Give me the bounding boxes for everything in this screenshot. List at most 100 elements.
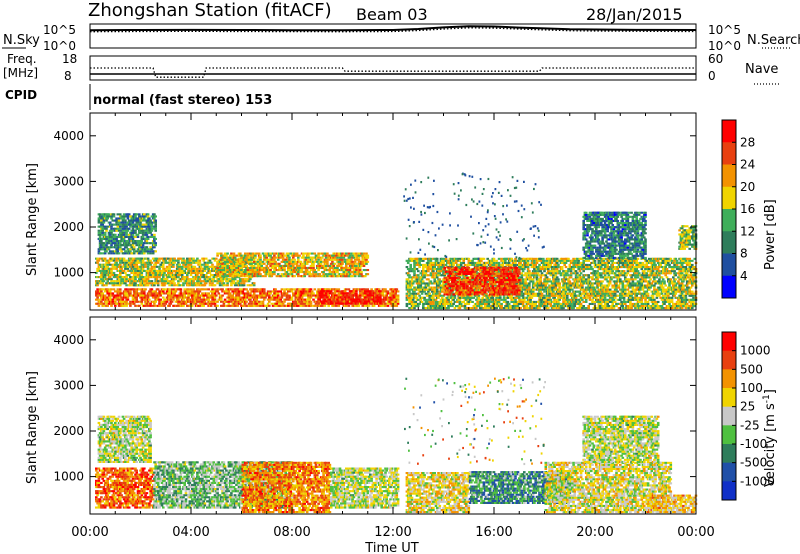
heatmap-cell xyxy=(423,263,426,266)
heatmap-cell xyxy=(172,263,175,266)
heatmap-cell xyxy=(441,290,444,293)
heatmap-cell xyxy=(419,280,423,283)
heatmap-cell xyxy=(107,213,111,216)
heatmap-cell xyxy=(125,233,128,236)
heatmap-cell xyxy=(410,300,414,303)
heatmap-cell xyxy=(213,292,217,295)
heatmap-cell xyxy=(186,276,189,279)
heatmap-cell xyxy=(462,261,465,264)
heatmap-cell xyxy=(317,275,320,278)
heatmap-cell xyxy=(261,302,265,305)
heatmap-cell xyxy=(334,300,338,303)
heatmap-cell xyxy=(414,300,418,303)
heatmap-cell xyxy=(252,260,256,263)
heatmap-cell xyxy=(127,227,131,230)
heatmap-cell xyxy=(182,257,185,260)
heatmap-cell xyxy=(233,256,237,259)
heatmap-cell xyxy=(169,294,173,297)
heatmap-cell xyxy=(472,305,476,308)
heatmap-cell xyxy=(120,217,123,220)
heatmap-cell xyxy=(254,269,257,272)
heatmap-cell xyxy=(459,263,463,266)
heatmap-cell xyxy=(247,258,251,261)
heatmap-cell xyxy=(283,288,286,291)
heatmap-cell xyxy=(442,261,445,264)
heatmap-cell xyxy=(222,304,226,307)
heatmap-cell xyxy=(341,296,344,299)
heatmap-cell xyxy=(470,261,473,264)
heatmap-cell xyxy=(138,240,141,243)
heatmap-cell xyxy=(225,290,228,293)
heatmap-cell xyxy=(188,259,192,262)
heatmap-cell xyxy=(134,304,137,307)
heatmap-cell xyxy=(346,254,349,257)
heatmap-cell xyxy=(125,276,128,279)
heatmap-cell xyxy=(172,280,175,283)
heatmap-cell xyxy=(302,254,305,257)
heatmap-cell xyxy=(254,254,257,257)
heatmap-cell xyxy=(131,233,135,236)
heatmap-cell xyxy=(340,300,343,303)
heatmap-cell xyxy=(364,300,367,303)
heatmap-cell xyxy=(168,288,171,291)
heatmap-cell xyxy=(100,265,103,268)
heatmap-cell xyxy=(121,298,125,301)
heatmap-cell xyxy=(100,231,103,234)
heatmap-cell xyxy=(350,298,353,301)
heatmap-cell xyxy=(119,288,122,291)
heatmap-cell xyxy=(150,265,154,268)
heatmap-cell xyxy=(144,225,147,228)
heatmap-cell xyxy=(255,294,258,297)
heatmap-cell xyxy=(428,294,431,297)
heatmap-cell xyxy=(297,258,300,261)
heatmap-cell xyxy=(145,269,149,272)
heatmap-cell xyxy=(374,300,377,303)
heatmap-cell xyxy=(100,296,103,299)
heatmap-cell xyxy=(154,250,157,253)
heatmap-cell xyxy=(177,259,180,262)
heatmap-cell xyxy=(471,259,474,262)
heatmap-cell xyxy=(111,298,115,301)
heatmap-cell xyxy=(194,261,198,264)
heatmap-cell xyxy=(117,252,121,255)
heatmap-cell xyxy=(154,300,157,303)
heatmap-cell xyxy=(328,269,332,272)
heatmap-cell xyxy=(177,276,180,279)
heatmap-cell xyxy=(124,271,127,274)
heatmap-cell xyxy=(459,302,463,305)
heatmap-cell xyxy=(317,288,320,291)
heatmap-cell xyxy=(114,219,117,222)
heatmap-cell xyxy=(324,294,328,297)
heatmap-cell xyxy=(240,282,243,285)
heatmap-cell xyxy=(415,276,419,279)
heatmap-cell xyxy=(235,302,238,305)
heatmap-cell xyxy=(108,250,112,253)
heatmap-cell xyxy=(289,266,293,269)
heatmap-cell xyxy=(164,259,168,262)
heatmap-cell xyxy=(230,262,233,265)
heatmap-cell xyxy=(312,298,315,301)
heatmap-cell xyxy=(337,275,341,278)
heatmap-cell xyxy=(111,300,115,303)
heatmap-cell xyxy=(236,273,239,276)
heatmap-cell xyxy=(112,259,116,262)
heatmap-cell xyxy=(108,215,112,218)
heatmap-cell xyxy=(107,248,111,251)
heatmap-cell xyxy=(309,296,313,299)
heatmap-cell xyxy=(255,252,258,255)
heatmap-cell xyxy=(110,227,113,230)
heatmap-cell xyxy=(336,269,339,272)
heatmap-cell xyxy=(100,221,103,224)
heatmap-cell xyxy=(102,257,106,260)
heatmap-cell xyxy=(314,302,318,305)
heatmap-cell xyxy=(102,296,106,299)
heatmap-cell xyxy=(278,296,281,299)
heatmap-cell xyxy=(364,290,367,293)
heatmap-cell xyxy=(288,256,291,259)
heatmap-cell xyxy=(438,305,442,308)
heatmap-cell xyxy=(138,288,141,291)
heatmap-cell xyxy=(298,288,301,291)
heatmap-cell xyxy=(132,280,136,283)
heatmap-cell xyxy=(125,280,128,283)
heatmap-cell xyxy=(446,296,449,299)
